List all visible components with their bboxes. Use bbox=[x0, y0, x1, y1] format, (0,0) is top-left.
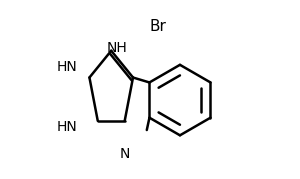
Text: N: N bbox=[119, 147, 130, 161]
Text: NH: NH bbox=[107, 41, 128, 55]
Text: Br: Br bbox=[149, 19, 167, 34]
Text: HN: HN bbox=[57, 120, 78, 134]
Text: HN: HN bbox=[57, 61, 78, 74]
